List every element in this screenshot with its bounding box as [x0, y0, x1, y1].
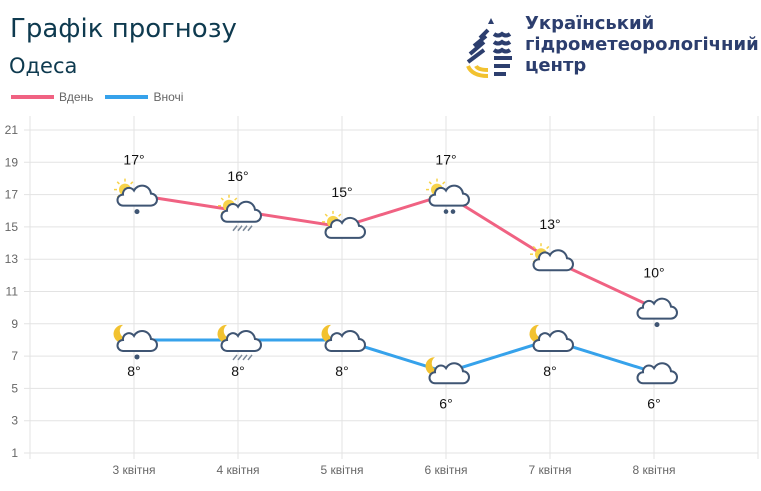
rain-streak [232, 354, 238, 361]
data-label: 6° [647, 395, 660, 411]
sun-ray [338, 213, 342, 217]
sun-ray [130, 181, 134, 185]
page-title: Графік прогнозу [10, 14, 237, 44]
cloud [428, 362, 470, 385]
sun-ray [442, 181, 446, 185]
y-tick-label: 5 [11, 381, 18, 395]
y-tick-label: 7 [11, 349, 18, 363]
y-tick-label: 11 [6, 285, 19, 299]
data-label: 8° [335, 363, 348, 379]
data-label: 16° [227, 168, 248, 184]
rain-streak [232, 225, 238, 232]
data-label: 8° [231, 363, 244, 379]
legend-swatch [105, 95, 149, 99]
cloud [324, 216, 366, 239]
cloud [324, 329, 366, 352]
y-tick-label: 9 [11, 317, 18, 331]
city-name: Одеса [9, 54, 78, 78]
x-tick-label: 6 квітня [425, 463, 468, 477]
raindrop [134, 209, 140, 215]
cloud [428, 184, 470, 207]
sun-cloud-icon [530, 243, 574, 272]
sun-ray [546, 245, 550, 250]
rain-streak [247, 354, 253, 361]
cloud [116, 184, 158, 207]
cloud [220, 329, 262, 352]
sun-ray [428, 181, 432, 185]
data-label: 13° [539, 216, 560, 232]
moon-cloud-rain-icon [217, 324, 262, 361]
legend-item-night[interactable]: Вночі [105, 90, 183, 104]
cloud [220, 200, 262, 223]
legend: Вдень Вночі [11, 90, 195, 104]
legend-item-day[interactable]: Вдень [11, 90, 93, 104]
data-label: 10° [643, 265, 664, 281]
org-line: центр [525, 55, 587, 76]
x-tick-label: 4 квітня [217, 463, 260, 477]
rain-streak [237, 354, 243, 361]
cloud [532, 249, 574, 272]
y-tick-label: 17 [5, 188, 19, 202]
sun-cloud-drop-icon [114, 178, 158, 215]
moon-cloud-icon [321, 324, 366, 352]
moon-cloud-icon [529, 324, 574, 352]
data-label: 17° [435, 152, 456, 168]
cloud [116, 329, 158, 352]
legend-swatch [11, 95, 54, 99]
x-tick-label: 7 квітня [529, 463, 572, 477]
logo-icon [466, 18, 512, 78]
sun-cloud-drops-icon [426, 178, 470, 214]
sun-ray [532, 245, 536, 250]
data-label: 6° [439, 395, 452, 411]
legend-label: Вночі [153, 90, 184, 104]
raindrop [443, 209, 449, 214]
org-line: Український [525, 13, 655, 34]
y-tick-label: 15 [5, 220, 19, 234]
rain-streak [237, 225, 243, 232]
raindrop [450, 209, 456, 214]
cloud-drop-icon [636, 297, 678, 328]
moon-cloud-icon [425, 357, 470, 385]
cloud [532, 329, 574, 352]
sun-ray [220, 197, 224, 201]
sun-cloud-rain-icon [218, 194, 262, 232]
y-tick-label: 1 [11, 446, 18, 460]
y-tick-label: 3 [11, 414, 18, 428]
data-label: 15° [331, 184, 352, 200]
rain-streak [242, 225, 248, 232]
sun-ray [324, 213, 328, 217]
x-tick-label: 8 квітня [633, 463, 676, 477]
organization-name: Український гідрометеорологічний центр [525, 13, 759, 76]
raindrop [134, 354, 140, 360]
x-tick-label: 3 квітня [113, 463, 156, 477]
sun-ray [234, 197, 238, 201]
cloud-icon [636, 362, 678, 385]
cloud [636, 362, 678, 385]
sun-cloud-icon [322, 210, 366, 239]
y-tick-label: 19 [5, 155, 19, 169]
org-line: гідрометеорологічний [525, 34, 759, 55]
series-line-day [133, 192, 655, 310]
data-label: 8° [127, 363, 140, 379]
cloud [636, 297, 678, 320]
sun-ray [116, 181, 120, 185]
y-tick-label: 21 [5, 123, 19, 137]
y-tick-label: 13 [5, 252, 19, 266]
data-label: 8° [543, 363, 556, 379]
rain-streak [247, 225, 253, 232]
legend-label: Вдень [59, 90, 94, 104]
rain-streak [242, 354, 248, 361]
x-tick-label: 5 квітня [321, 463, 364, 477]
raindrop [654, 322, 660, 328]
data-label: 17° [123, 152, 144, 168]
moon-cloud-drop-icon [113, 324, 158, 360]
